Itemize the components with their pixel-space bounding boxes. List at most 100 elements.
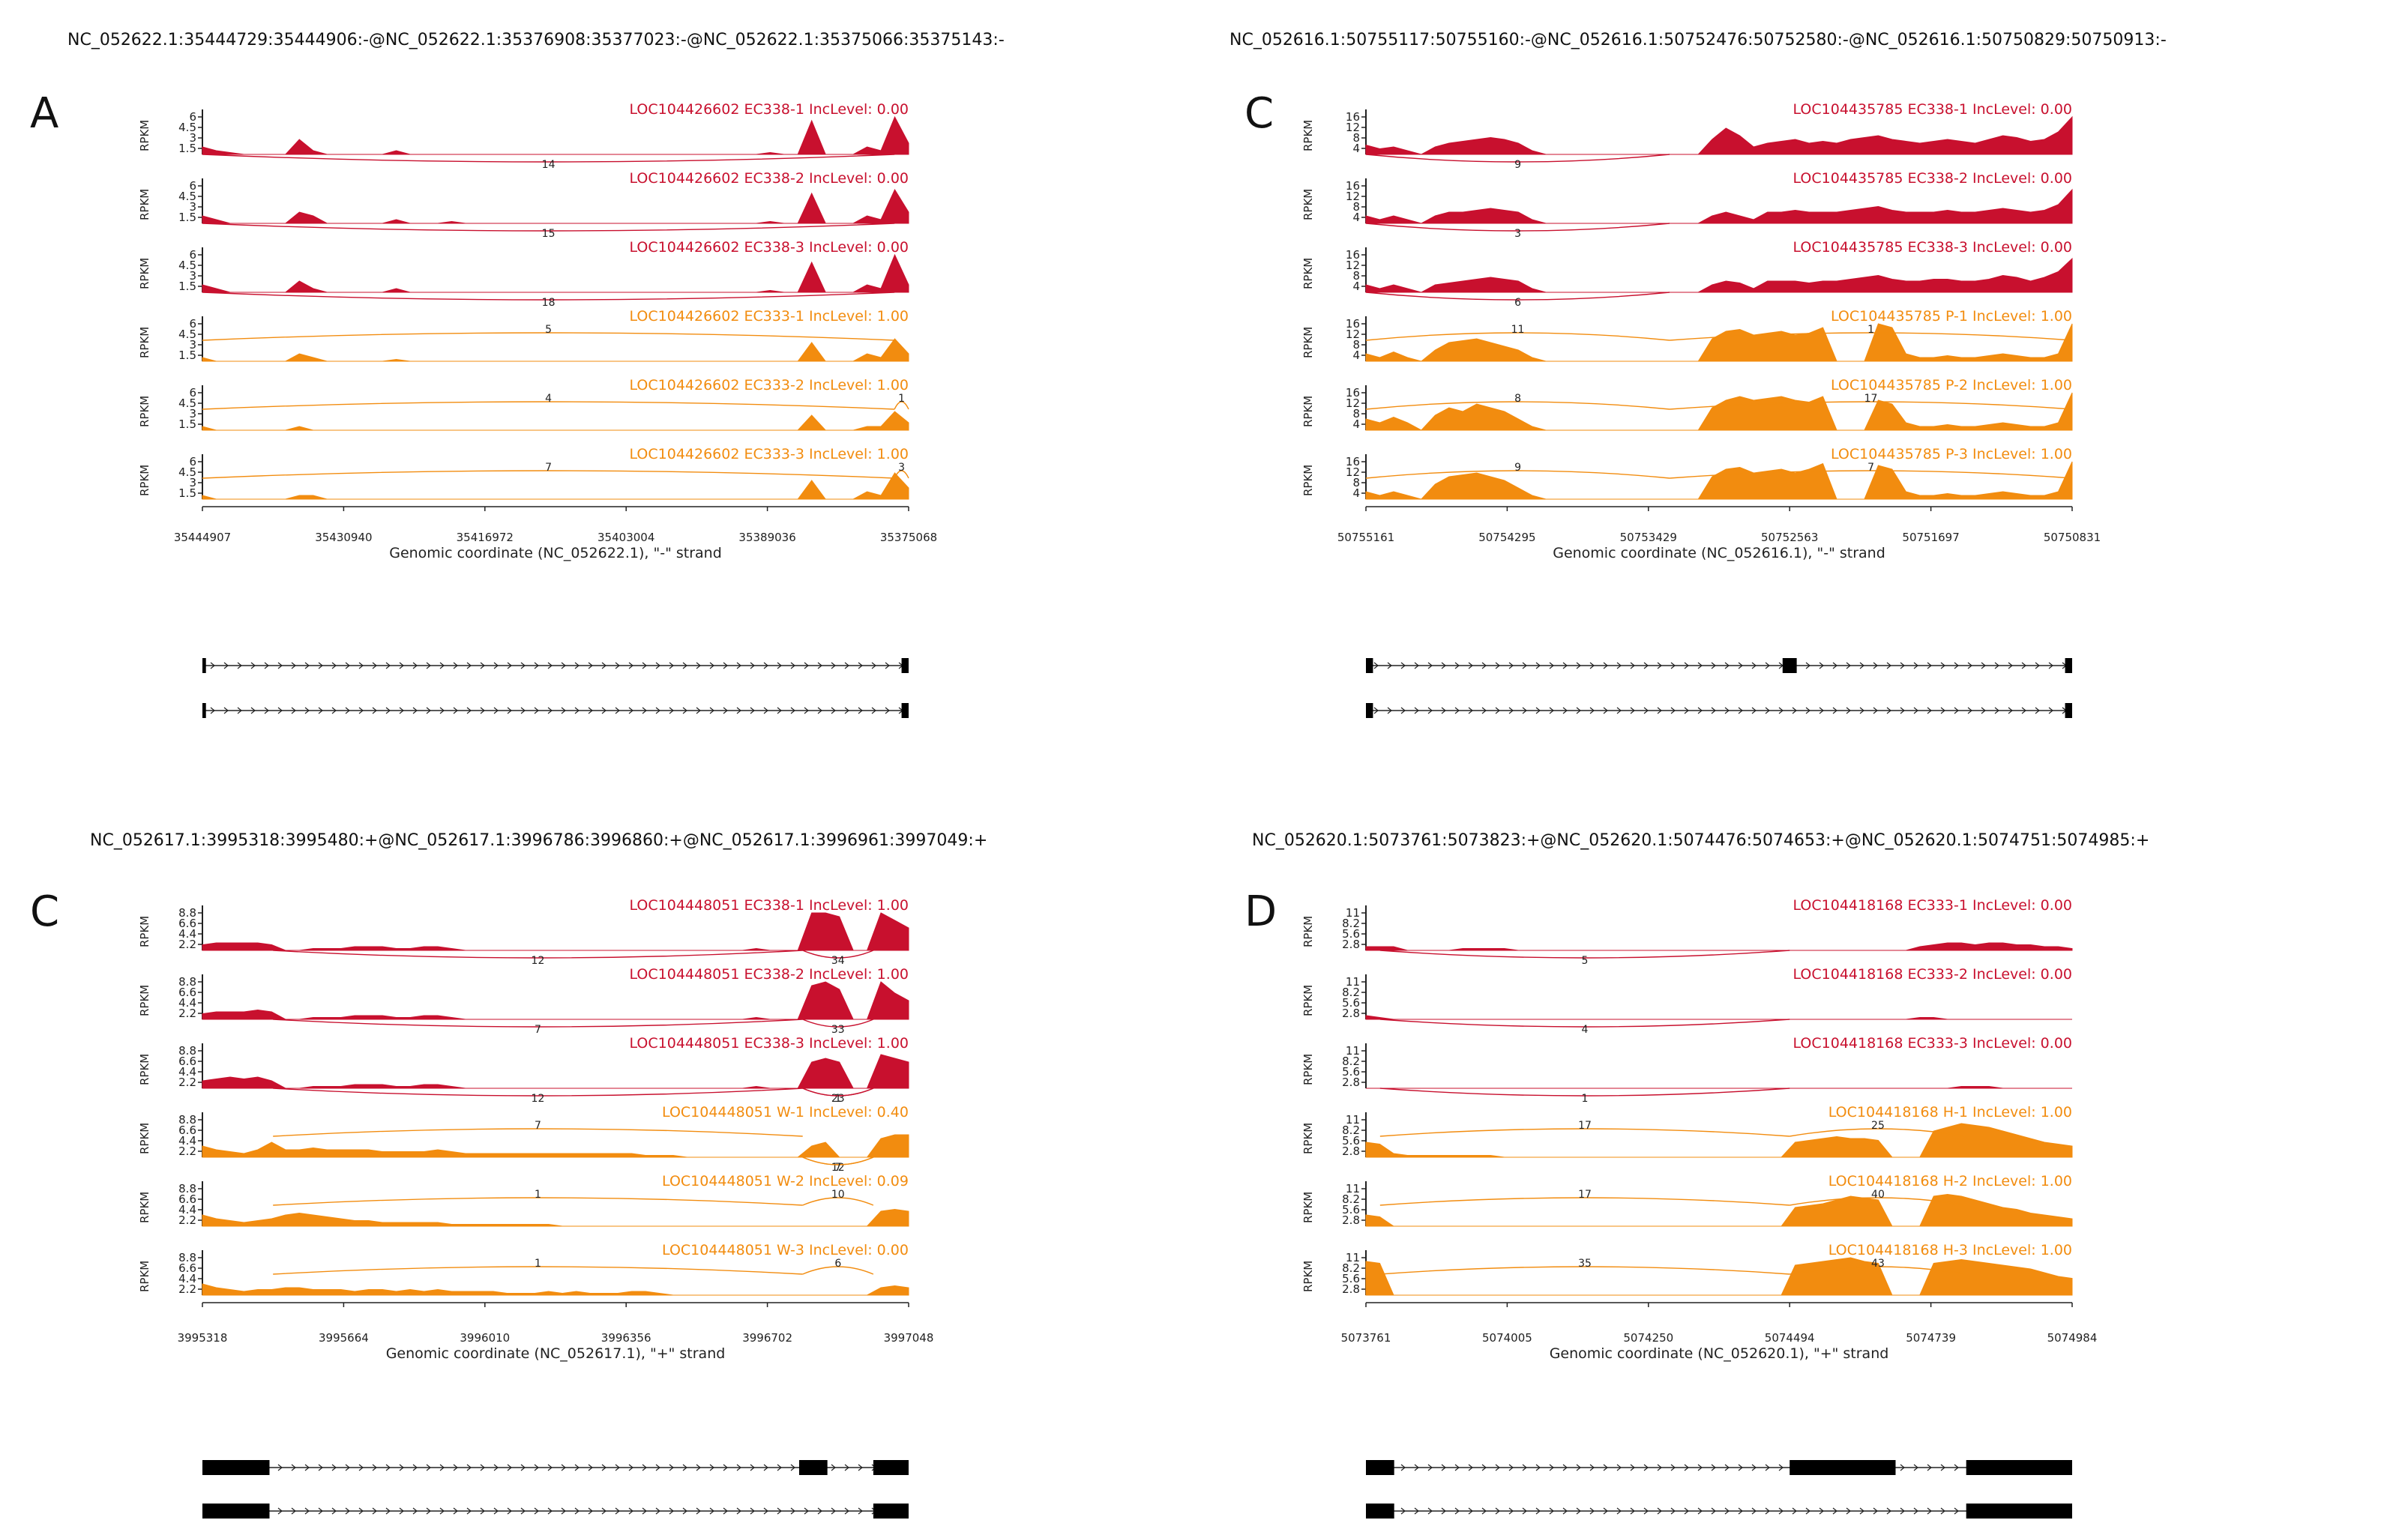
junction-arc: [1365, 401, 1670, 410]
strand-arrow: [291, 1507, 296, 1515]
y-tick-label: 8: [1352, 131, 1360, 145]
strand-arrow: [1913, 707, 1918, 714]
strand-arrow: [493, 662, 499, 669]
panel-event-title: NC_052620.1:5073761:5073823:+@NC_052620.…: [1252, 831, 2149, 850]
strand-arrow: [871, 707, 876, 714]
strand-arrow: [480, 707, 485, 714]
junction-arc: [202, 401, 895, 410]
y-tick-label: 4.5: [178, 396, 196, 410]
strand-arrow: [1589, 1507, 1595, 1515]
strand-arrow: [372, 1507, 377, 1515]
strand-arrow: [615, 662, 620, 669]
strand-arrow: [439, 1507, 445, 1515]
track-label: LOC104426602 EC333-1 IncLevel: 1.00: [630, 308, 909, 325]
strand-arrow: [736, 707, 741, 714]
junction-arc: [1790, 1266, 1966, 1275]
strand-arrow: [601, 1464, 606, 1471]
strand-arrow: [655, 662, 660, 669]
junction-arc: [273, 1019, 803, 1028]
strand-arrow: [345, 1507, 350, 1515]
strand-arrow: [1441, 1507, 1446, 1515]
coverage-track: 8.86.64.42.2 RPKM 12 34 LOC104448051 EC338-1…: [138, 897, 909, 967]
strand-arrow: [1913, 1464, 1918, 1471]
y-tick-label: 4: [1352, 211, 1360, 224]
strand-arrow: [1967, 662, 1972, 669]
strand-arrow: [709, 707, 714, 714]
strand-arrow: [777, 1507, 782, 1515]
strand-arrow: [534, 662, 539, 669]
strand-arrow: [831, 1507, 836, 1515]
y-tick-label: 8.2: [1342, 1055, 1360, 1068]
junction-count: 5: [1582, 955, 1589, 967]
strand-arrow: [1400, 1507, 1406, 1515]
strand-arrow: [669, 1464, 674, 1471]
strand-arrow: [777, 662, 782, 669]
strand-arrow: [345, 662, 350, 669]
strand-arrow: [291, 707, 296, 714]
strand-arrow: [1684, 707, 1689, 714]
strand-arrow: [1819, 1507, 1824, 1515]
strand-arrow: [1481, 1464, 1487, 1471]
y-tick-label: 6: [189, 386, 196, 399]
strand-arrow: [615, 1464, 620, 1471]
strand-arrow: [1846, 707, 1851, 714]
strand-arrow: [1832, 1507, 1837, 1515]
y-axis-label: RPKM: [1301, 1261, 1315, 1292]
strand-arrow: [223, 662, 229, 669]
y-tick-label: 8.2: [1342, 1124, 1360, 1137]
strand-arrow: [507, 707, 512, 714]
strand-arrow: [453, 707, 458, 714]
y-tick-label: 1.5: [178, 211, 196, 224]
y-tick-label: 1.5: [178, 349, 196, 362]
strand-arrow: [439, 662, 445, 669]
strand-arrow: [345, 707, 350, 714]
junction-count: 17: [1578, 1189, 1592, 1201]
strand-arrow: [1859, 1507, 1864, 1515]
strand-arrow: [1495, 662, 1500, 669]
track-label: LOC104448051 EC338-3 IncLevel: 1.00: [630, 1035, 909, 1052]
strand-arrow: [1751, 1464, 1757, 1471]
y-tick-label: 8.2: [1342, 917, 1360, 930]
y-axis-label: RPKM: [138, 1123, 151, 1154]
strand-arrow: [817, 1507, 822, 1515]
strand-arrow: [1549, 662, 1554, 669]
x-tick-label: 5073761: [1341, 1331, 1391, 1345]
coverage-area: [1365, 115, 2073, 155]
strand-arrow: [561, 707, 566, 714]
y-tick-label: 16: [1346, 317, 1360, 331]
y-tick-label: 1.5: [178, 142, 196, 155]
strand-arrow: [1765, 1507, 1770, 1515]
strand-arrow: [1792, 1507, 1797, 1515]
strand-arrow: [277, 707, 283, 714]
strand-arrow: [2048, 662, 2053, 669]
x-tick-label: 3995318: [178, 1331, 228, 1345]
strand-arrow: [669, 707, 674, 714]
exon-block: [2065, 658, 2072, 673]
strand-arrow: [682, 707, 687, 714]
strand-arrow: [1805, 707, 1810, 714]
strand-arrow: [1508, 1464, 1514, 1471]
coverage-track: 64.531.5 RPKM 15 LOC104426602 EC338-2 IncLe…: [138, 170, 909, 240]
coverage-track: 118.25.62.8 RPKM 1 LOC104418168 EC333-3 Inc…: [1301, 1035, 2072, 1105]
strand-arrow: [1603, 1464, 1608, 1471]
strand-arrow: [655, 1507, 660, 1515]
strand-arrow: [1603, 662, 1608, 669]
strand-arrow: [1495, 707, 1500, 714]
strand-arrow: [1927, 1464, 1932, 1471]
y-tick-label: 11: [1346, 1044, 1360, 1058]
strand-arrow: [817, 662, 822, 669]
strand-arrow: [210, 662, 215, 669]
strand-arrow: [264, 662, 269, 669]
strand-arrow: [1508, 1507, 1514, 1515]
strand-arrow: [1778, 707, 1784, 714]
y-tick-label: 3: [189, 131, 196, 145]
y-axis-label: RPKM: [138, 916, 151, 947]
y-tick-label: 12: [1346, 328, 1360, 341]
strand-arrow: [318, 662, 323, 669]
strand-arrow: [453, 1507, 458, 1515]
strand-arrow: [831, 707, 836, 714]
strand-arrow: [1441, 1464, 1446, 1471]
y-tick-label: 8.8: [178, 1251, 196, 1264]
